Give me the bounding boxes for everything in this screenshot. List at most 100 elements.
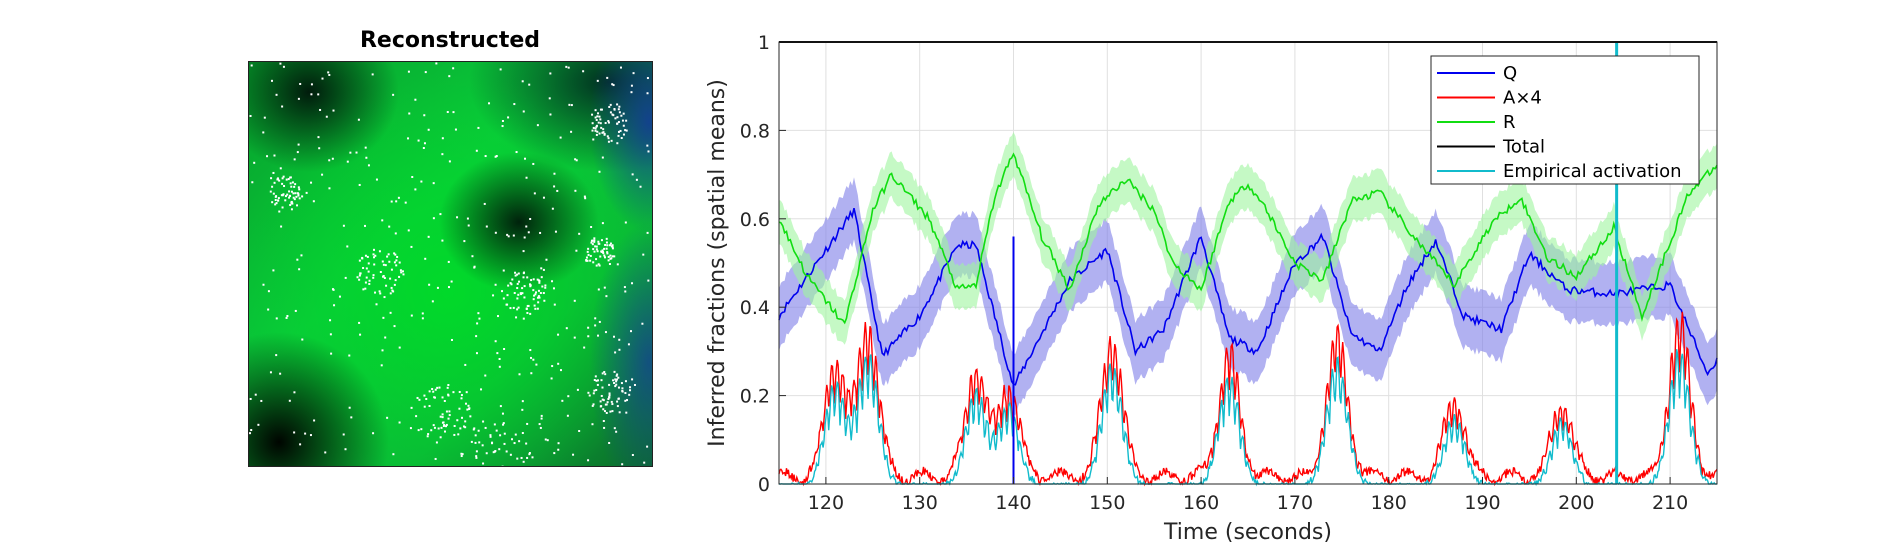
detection-point — [560, 137, 562, 139]
detection-point — [286, 317, 288, 319]
detection-point — [623, 134, 625, 136]
detection-point — [358, 322, 360, 324]
detection-point — [253, 162, 255, 164]
detection-point — [264, 117, 266, 119]
detection-point — [366, 277, 368, 279]
detection-point — [545, 259, 547, 261]
detection-point — [290, 176, 292, 178]
detection-point — [595, 258, 597, 260]
detection-point — [597, 241, 599, 243]
detection-point — [543, 269, 545, 271]
detection-point — [495, 232, 497, 234]
detection-point — [614, 378, 616, 380]
detection-point — [533, 298, 535, 300]
detection-point — [392, 94, 394, 96]
detection-point — [382, 349, 384, 351]
detection-point — [606, 244, 608, 246]
detection-point — [368, 271, 370, 273]
detection-point — [605, 295, 607, 297]
detection-point — [443, 425, 445, 427]
detection-point — [358, 119, 360, 121]
detection-point — [431, 388, 433, 390]
detection-point — [592, 248, 594, 250]
detection-point — [365, 282, 367, 284]
detection-point — [477, 312, 479, 314]
detection-point — [624, 286, 626, 288]
detection-point — [386, 256, 388, 258]
detection-point — [540, 427, 542, 429]
detection-point — [534, 308, 536, 310]
detection-point — [586, 257, 588, 259]
detection-point — [558, 442, 560, 444]
detection-point — [304, 433, 306, 435]
detection-point — [295, 196, 297, 198]
detection-point — [532, 163, 534, 165]
detection-point — [524, 158, 526, 160]
detection-point — [510, 454, 512, 456]
y-axis-label: Inferred fractions (spatial means) — [705, 79, 730, 447]
detection-point — [604, 287, 606, 289]
detection-point — [276, 317, 278, 319]
detection-point — [611, 83, 613, 85]
detection-point — [350, 416, 352, 418]
detection-point — [597, 250, 599, 252]
detection-point — [415, 415, 417, 417]
detection-point — [523, 461, 525, 463]
detection-point — [332, 110, 334, 112]
detection-point — [551, 377, 553, 379]
detection-point — [647, 150, 649, 152]
detection-point — [503, 270, 505, 272]
detection-point — [535, 291, 537, 293]
y-tick-label: 0 — [758, 474, 770, 496]
detection-point — [436, 387, 438, 389]
detection-point — [608, 396, 610, 398]
detection-point — [544, 287, 546, 289]
detection-point — [540, 292, 542, 294]
detection-point — [621, 382, 623, 384]
legend-label: A×4 — [1503, 88, 1542, 109]
detection-point — [595, 389, 597, 391]
detection-point — [602, 128, 604, 130]
detection-point — [629, 389, 631, 391]
detection-point — [598, 171, 600, 173]
detection-point — [605, 331, 607, 333]
detection-point — [492, 294, 494, 296]
detection-point — [509, 307, 511, 309]
detection-point — [440, 436, 442, 438]
detection-point — [467, 218, 469, 220]
detection-point — [295, 310, 297, 312]
detection-point — [535, 364, 537, 366]
detection-point — [273, 155, 275, 157]
detection-point — [424, 142, 426, 144]
detection-point — [624, 129, 626, 131]
detection-point — [618, 106, 620, 108]
detection-point — [395, 232, 397, 234]
detection-point — [447, 394, 449, 396]
detection-point — [523, 250, 525, 252]
detection-point — [283, 176, 285, 178]
detection-point — [498, 448, 500, 450]
detection-point — [282, 194, 284, 196]
detection-point — [411, 315, 413, 317]
detection-point — [534, 305, 536, 307]
detection-point — [538, 290, 540, 292]
detection-point — [540, 267, 542, 269]
detection-point — [526, 423, 528, 425]
detection-point — [606, 412, 608, 414]
detection-point — [618, 349, 620, 351]
detection-point — [420, 428, 422, 430]
detection-point — [587, 392, 589, 394]
detection-point — [625, 221, 627, 223]
detection-point — [332, 288, 334, 290]
detection-point — [372, 432, 374, 434]
detection-point — [543, 197, 545, 199]
detection-point — [462, 453, 464, 455]
detection-point — [250, 398, 252, 400]
detection-point — [520, 292, 522, 294]
detection-point — [549, 113, 551, 115]
detection-point — [328, 159, 330, 161]
detection-point — [251, 64, 253, 66]
detection-point — [537, 301, 539, 303]
detection-point — [372, 277, 374, 279]
